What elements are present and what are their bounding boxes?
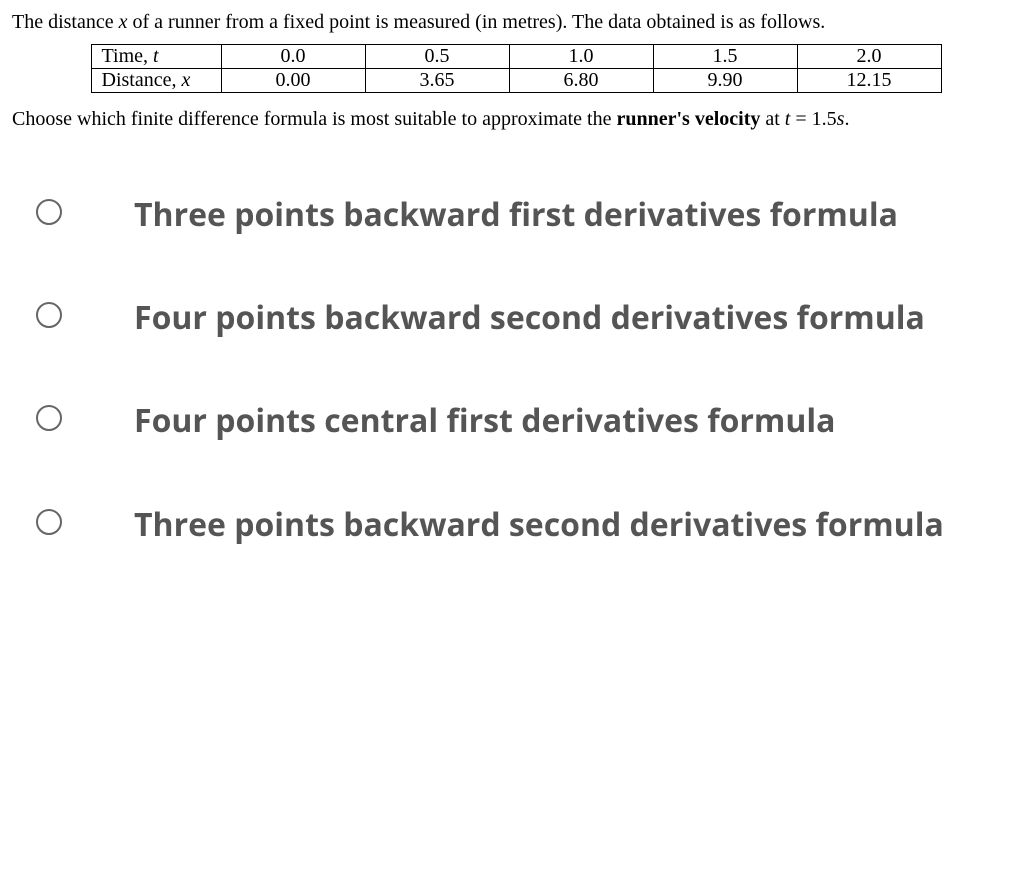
table-cell: 9.90 [653, 69, 797, 93]
question-intro: The distance x of a runner from a fixed … [12, 8, 1020, 36]
option-label: Three points backward second derivatives… [134, 503, 944, 546]
option-item[interactable]: Three points backward first derivatives … [36, 193, 1020, 236]
prompt-eq: = 1.5 [795, 108, 836, 130]
prompt-end: . [844, 108, 849, 130]
table-cell: 0.0 [221, 45, 365, 69]
row2-label: Distance, x [91, 69, 221, 93]
radio-icon[interactable] [36, 405, 62, 431]
table-row: Time, t 0.0 0.5 1.0 1.5 2.0 [91, 45, 941, 69]
prompt-var-t: t [785, 108, 796, 130]
table-cell: 3.65 [365, 69, 509, 93]
option-item[interactable]: Three points backward second derivatives… [36, 503, 1020, 546]
table-cell: 0.00 [221, 69, 365, 93]
option-label: Three points backward first derivatives … [134, 193, 898, 236]
prompt-mid: at [760, 108, 784, 130]
options-list: Three points backward first derivatives … [12, 193, 1020, 546]
radio-icon[interactable] [36, 509, 62, 535]
table-cell: 2.0 [797, 45, 941, 69]
table-cell: 1.5 [653, 45, 797, 69]
intro-prefix: The distance [12, 11, 119, 33]
table-row: Distance, x 0.00 3.65 6.80 9.90 12.15 [91, 69, 941, 93]
prompt-bold: runner's velocity [616, 108, 760, 130]
option-label: Four points central first derivatives fo… [134, 399, 835, 442]
table-cell: 12.15 [797, 69, 941, 93]
radio-icon[interactable] [36, 302, 62, 328]
table-cell: 6.80 [509, 69, 653, 93]
prompt-prefix: Choose which finite difference formula i… [12, 108, 616, 130]
intro-var-x: x [119, 11, 128, 33]
option-item[interactable]: Four points backward second derivatives … [36, 296, 1020, 339]
intro-rest: of a runner from a fixed point is measur… [128, 11, 826, 33]
option-label: Four points backward second derivatives … [134, 296, 925, 339]
radio-icon[interactable] [36, 199, 62, 225]
option-item[interactable]: Four points central first derivatives fo… [36, 399, 1020, 442]
table-cell: 0.5 [365, 45, 509, 69]
row1-label: Time, t [91, 45, 221, 69]
table-cell: 1.0 [509, 45, 653, 69]
question-prompt: Choose which finite difference formula i… [12, 105, 1020, 133]
data-table: Time, t 0.0 0.5 1.0 1.5 2.0 Distance, x … [91, 44, 942, 93]
